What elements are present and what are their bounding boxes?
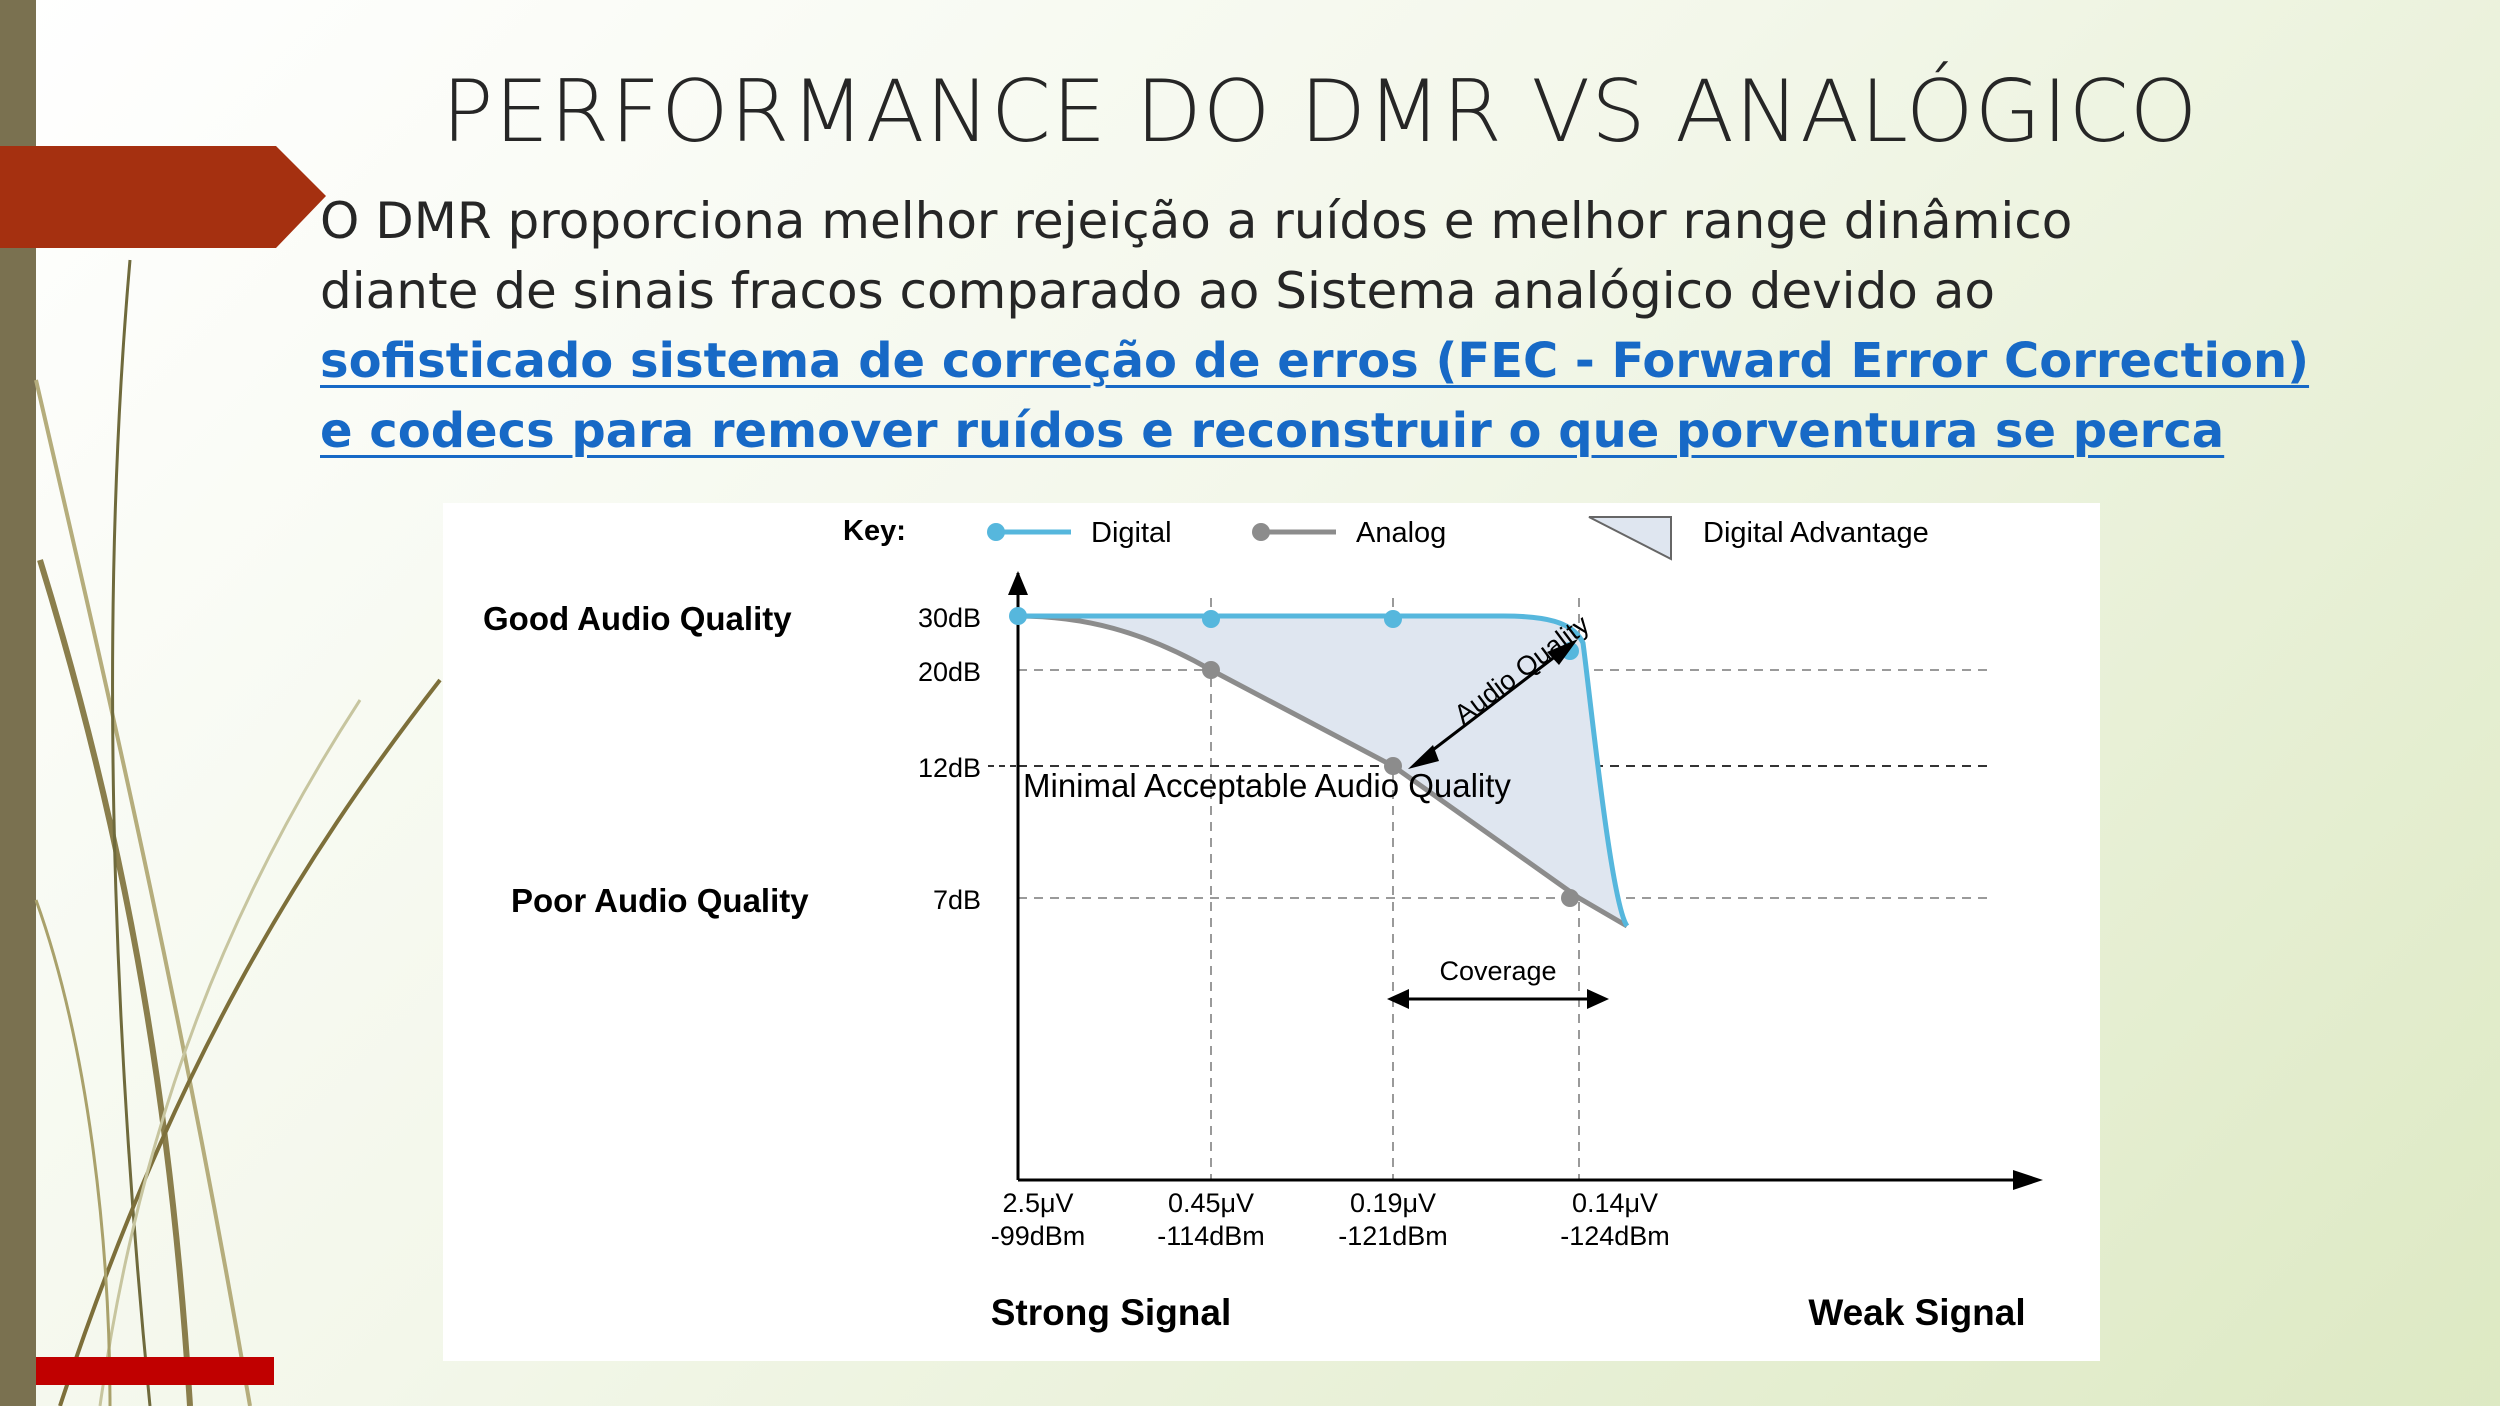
chart-axes bbox=[1008, 571, 2043, 1190]
coverage-label: Coverage bbox=[1439, 956, 1556, 986]
x-axis-arrow bbox=[2013, 1170, 2043, 1190]
x-tick-line2-2: -114dBm bbox=[1157, 1221, 1265, 1251]
body-line-1: O DMR proporciona melhor rejeição a ruíd… bbox=[320, 192, 2073, 250]
slide-body: O DMR proporciona melhor rejeição a ruíd… bbox=[320, 186, 2380, 466]
strong-signal-label: Strong Signal bbox=[991, 1292, 1232, 1333]
digital-point-2 bbox=[1202, 610, 1220, 628]
chart-svg: 30dB 20dB 12dB 7dB Good Audio Quality Poor Au… bbox=[483, 515, 2043, 1333]
x-tick-line1-2: 0.45μV bbox=[1168, 1188, 1254, 1218]
poor-audio-quality-label: Poor Audio Quality bbox=[511, 882, 809, 919]
x-tick-line2-3: -121dBm bbox=[1338, 1221, 1448, 1251]
digital-point-1 bbox=[1009, 607, 1027, 625]
digital-point-3 bbox=[1384, 610, 1402, 628]
legend-advantage-label: Digital Advantage bbox=[1703, 517, 1929, 549]
legend-advantage-swatch bbox=[1588, 516, 1672, 561]
analog-point-1 bbox=[1202, 661, 1220, 679]
x-tick-line1-4: 0.14μV bbox=[1572, 1188, 1658, 1218]
x-tick-line2-1: -99dBm bbox=[991, 1221, 1086, 1251]
legend-analog-marker bbox=[1252, 523, 1270, 541]
y-tick-label-1: 30dB bbox=[918, 603, 981, 633]
fec-link-line-1[interactable]: sofisticado sistema de correção de erros… bbox=[320, 333, 2310, 389]
body-line-2: diante de sinais fracos comparado ao Sis… bbox=[320, 262, 1996, 320]
decorative-curves bbox=[34, 259, 442, 1406]
legend-key-label: Key: bbox=[843, 515, 906, 547]
fec-link-line-2[interactable]: e codecs para remover ruídos e reconstru… bbox=[320, 403, 2225, 459]
y-axis-arrow bbox=[1008, 571, 1028, 595]
x-tick-line2-4: -124dBm bbox=[1560, 1221, 1670, 1251]
audio-quality-arrowhead-high bbox=[1547, 639, 1578, 665]
x-tick-line1-1: 2.5μV bbox=[1002, 1188, 1073, 1218]
x-tick-line1-3: 0.19μV bbox=[1350, 1188, 1436, 1218]
digital-line bbox=[1018, 613, 1630, 928]
bottom-red-bar bbox=[36, 1357, 274, 1385]
min-acceptable-label: Minimal Acceptable Audio Quality bbox=[1023, 767, 1511, 804]
legend-analog-label: Analog bbox=[1356, 517, 1446, 549]
digital-advantage-fill bbox=[1018, 616, 1627, 926]
y-tick-label-4: 7dB bbox=[933, 885, 981, 915]
analog-point-2 bbox=[1384, 757, 1402, 775]
slide-title: PERFORMANCE DO DMR VS ANALÓGICO bbox=[441, 62, 2199, 162]
dmr-vs-analog-chart: 30dB 20dB 12dB 7dB Good Audio Quality Poor Au… bbox=[443, 503, 2100, 1361]
y-tick-label-3: 12dB bbox=[918, 753, 981, 783]
coverage-arrowhead-left bbox=[1387, 989, 1409, 1009]
digital-advantage-area bbox=[1018, 616, 1627, 926]
legend-digital-marker bbox=[987, 523, 1005, 541]
audio-quality-arrow-line bbox=[1420, 647, 1566, 761]
weak-signal-label: Weak Signal bbox=[1808, 1292, 2025, 1333]
analog-point-3 bbox=[1561, 889, 1579, 907]
audio-quality-arrowhead-low bbox=[1408, 745, 1439, 769]
chart-labels: 30dB 20dB 12dB 7dB Good Audio Quality Poor Au… bbox=[483, 600, 2026, 1333]
title-arrow-tab bbox=[0, 146, 326, 248]
legend-digital-label: Digital bbox=[1091, 517, 1172, 549]
y-tick-label-2: 20dB bbox=[918, 657, 981, 687]
coverage-arrowhead-right bbox=[1587, 989, 1609, 1009]
chart-legend: Key: Digital Analog Digital Advantage bbox=[843, 515, 1929, 561]
good-audio-quality-label: Good Audio Quality bbox=[483, 600, 792, 637]
